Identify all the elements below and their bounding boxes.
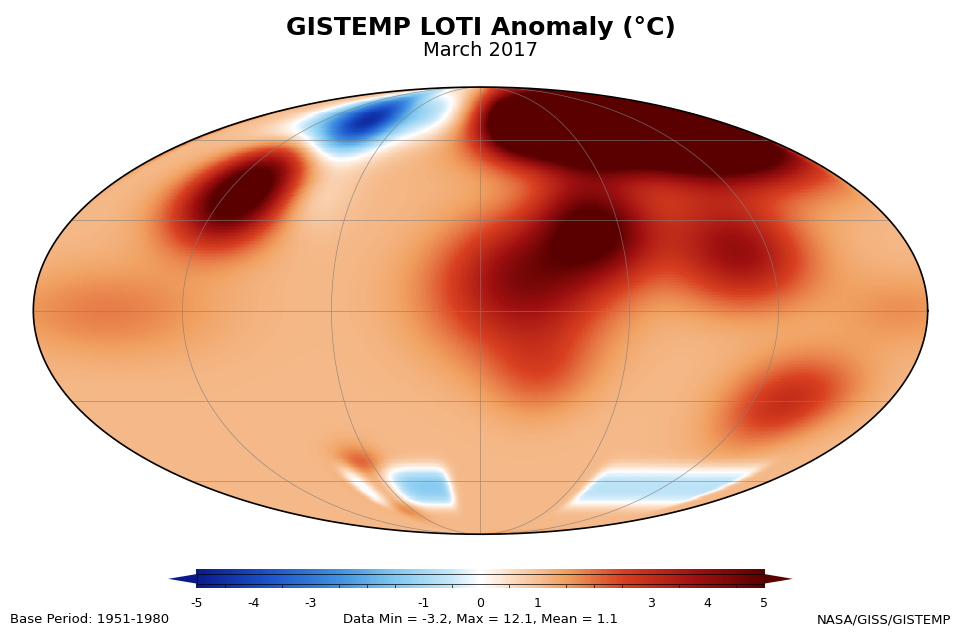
Text: March 2017: March 2017 (423, 41, 538, 60)
Text: Data Min = -3.2, Max = 12.1, Mean = 1.1: Data Min = -3.2, Max = 12.1, Mean = 1.1 (343, 613, 618, 626)
Text: GISTEMP LOTI Anomaly (°C): GISTEMP LOTI Anomaly (°C) (285, 16, 676, 40)
Text: NASA/GISS/GISTEMP: NASA/GISS/GISTEMP (817, 613, 951, 626)
Polygon shape (168, 574, 197, 583)
Text: Base Period: 1951-1980: Base Period: 1951-1980 (10, 613, 169, 626)
Polygon shape (764, 574, 793, 583)
